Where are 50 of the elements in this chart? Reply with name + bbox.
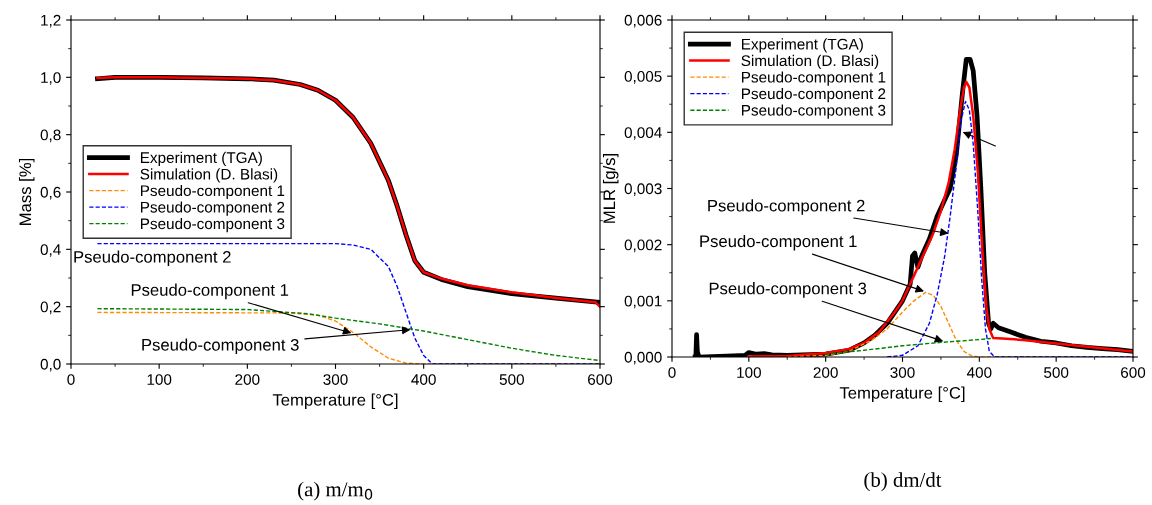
- y-tick-label: 0,0: [40, 358, 61, 372]
- y-tick-label: 0,005: [624, 71, 662, 84]
- x-tick-label: 500: [1044, 367, 1069, 378]
- annotation: Pseudo-component 2: [74, 250, 231, 267]
- legend-label: Simulation (D. Blasi): [140, 168, 278, 183]
- y-tick-label: 0,4: [40, 244, 61, 257]
- x-tick-label: 200: [235, 374, 260, 385]
- annotation: Pseudo-component 3: [142, 338, 299, 355]
- legend-label: Pseudo-component 2: [141, 201, 285, 216]
- y-tick-label: 0,006: [624, 14, 662, 28]
- x-axis-title: Temperature [°C]: [272, 393, 398, 410]
- text: (a) m/m$_{0}$: [298, 481, 373, 501]
- legend-label: Pseudo-component 3: [742, 104, 886, 119]
- legend-label: Simulation (D. Blasi): [741, 54, 879, 70]
- x-tick-label: 100: [737, 367, 761, 378]
- y-tick-label: 0,8: [40, 129, 61, 143]
- x-tick-label: 500: [499, 374, 524, 385]
- legend-label: Experiment (TGA): [742, 38, 863, 53]
- y-tick-label: 0,002: [624, 239, 662, 253]
- annotation: Pseudo-component 1: [131, 283, 289, 300]
- annotation: Pseudo-component 2: [708, 199, 865, 215]
- legend-label: Pseudo-component 3: [141, 217, 285, 233]
- x-tick-label: 300: [890, 367, 915, 378]
- legend-label: Pseudo-component 1: [742, 71, 886, 86]
- x-tick-label: 200: [813, 367, 838, 378]
- y-tick-label: 0,2: [40, 301, 61, 315]
- x-tick-label: 100: [147, 374, 172, 385]
- x-axis-title: Temperature [°C]: [839, 386, 965, 403]
- x-tick-label: 0: [67, 374, 75, 385]
- y-tick-label: 0,001: [624, 295, 662, 309]
- y-axis-title: Mass [%]: [18, 158, 35, 225]
- x-tick-label: 300: [323, 374, 348, 385]
- x-tick-label: 600: [1121, 367, 1146, 378]
- y-axis-title: MLR [g/s]: [602, 154, 619, 223]
- y-tick-label: 0,6: [40, 186, 61, 200]
- y-tick-label: 0,000: [624, 351, 662, 365]
- annotation: Pseudo-component 3: [709, 282, 867, 298]
- y-tick-label: 0,003: [624, 183, 662, 196]
- legend-label: Pseudo-component 1: [141, 184, 285, 200]
- text: (b) dm/dt: [864, 472, 942, 492]
- x-tick-label: 400: [411, 374, 436, 385]
- y-tick-label: 0,004: [624, 127, 662, 140]
- legend-label: Experiment (TGA): [141, 151, 262, 167]
- y-tick-label: 1,0: [41, 72, 61, 85]
- y-tick-label: 1,2: [41, 14, 61, 28]
- x-tick-label: 0: [668, 367, 676, 378]
- annotation: Pseudo-component 1: [700, 234, 857, 251]
- legend-label: Pseudo-component 2: [742, 87, 886, 103]
- x-tick-label: 400: [966, 367, 992, 378]
- x-tick-label: 600: [588, 374, 613, 385]
